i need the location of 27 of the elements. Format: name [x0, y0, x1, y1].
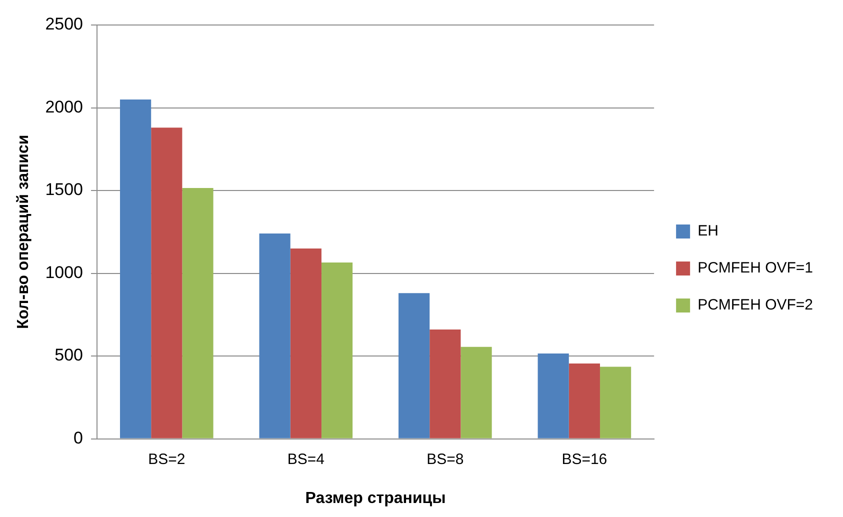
- y-tick-label: 1000: [45, 262, 84, 282]
- x-tick-label: BS=2: [148, 450, 186, 468]
- bar: [568, 363, 600, 438]
- bar: [120, 99, 152, 438]
- y-tick-label: 2500: [45, 14, 84, 34]
- bar: [460, 346, 492, 438]
- bar: [259, 234, 290, 438]
- x-tick-label: BS=16: [562, 450, 608, 468]
- x-axis-title: Размер страницы: [305, 490, 446, 507]
- bar: [600, 366, 632, 438]
- bar: [151, 128, 182, 438]
- y-tick-label: 2000: [45, 97, 84, 116]
- bar: [398, 293, 430, 438]
- y-tick-label: 0: [74, 428, 84, 448]
- bar: [290, 248, 322, 438]
- x-tick-label: BS=4: [287, 450, 324, 468]
- legend-label: PCMFEH OVF=1: [698, 260, 813, 277]
- bar: [321, 262, 353, 438]
- bar: [182, 188, 214, 438]
- y-tick-label: 500: [54, 346, 84, 365]
- legend-label: PCMFEH OVF=2: [698, 296, 813, 314]
- y-axis-title: Кол-во операций записи: [15, 134, 32, 330]
- bar: [538, 354, 569, 438]
- legend-label: EH: [698, 222, 718, 240]
- y-tick-label: 1500: [45, 180, 84, 200]
- bar: [430, 330, 461, 438]
- x-tick-label: BS=8: [426, 450, 464, 468]
